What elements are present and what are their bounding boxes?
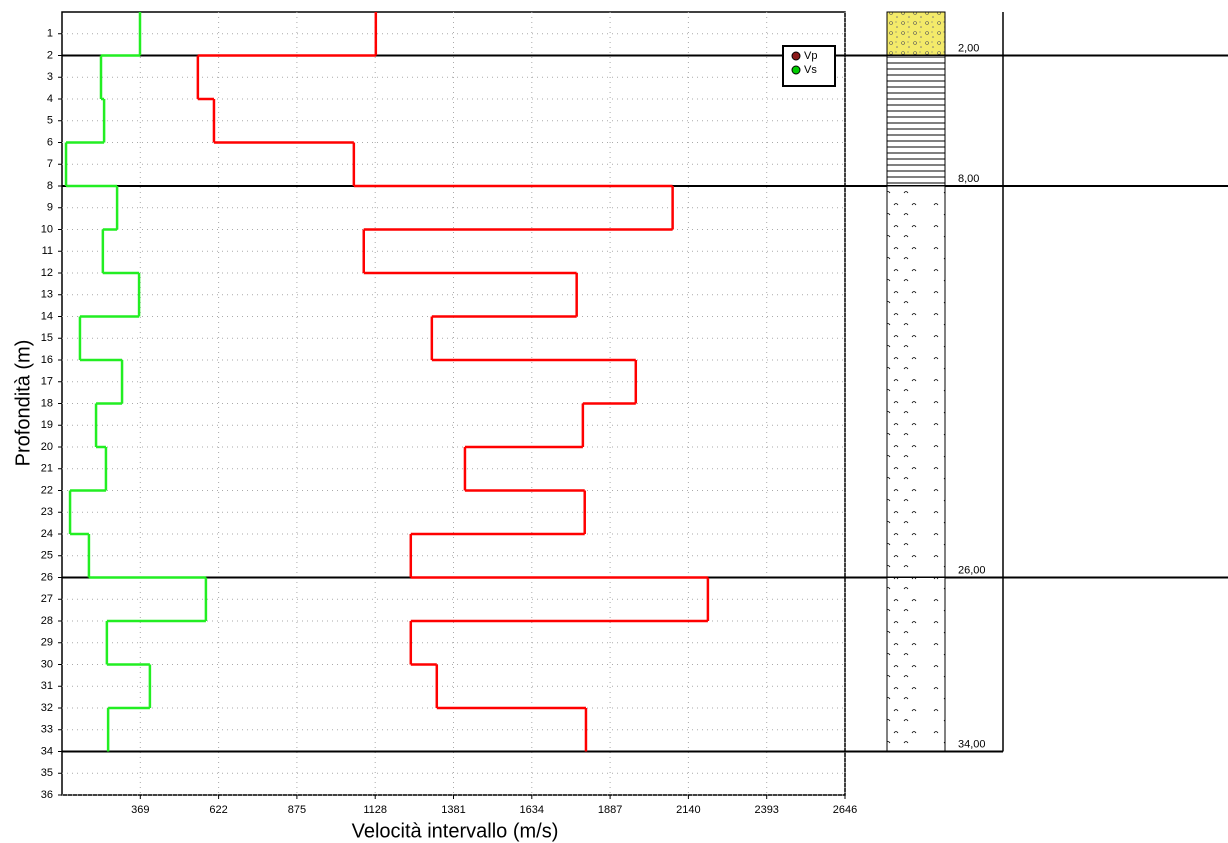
y-tick-label: 27 — [41, 593, 53, 605]
y-tick-label: 7 — [47, 158, 53, 170]
y-tick-label: 26 — [41, 571, 53, 583]
y-tick-label: 16 — [41, 354, 53, 366]
soil-layer — [887, 186, 945, 578]
legend-label: Vp — [804, 50, 817, 62]
y-tick-label: 8 — [47, 180, 53, 192]
chart: Velocità intervallo (m/s) Profondità (m)… — [0, 0, 1228, 843]
y-tick-label: 19 — [41, 419, 53, 431]
legend-label: Vs — [804, 64, 817, 76]
layer-depth-label: 34,00 — [958, 738, 986, 750]
x-tick-label: 875 — [288, 804, 306, 816]
y-tick-label: 17 — [41, 376, 53, 388]
y-tick-label: 14 — [41, 310, 53, 322]
y-tick-label: 23 — [41, 506, 53, 518]
x-axis-label: Velocità intervallo (m/s) — [352, 820, 559, 842]
x-tick-label: 622 — [209, 804, 227, 816]
legend-marker — [792, 52, 800, 60]
x-tick-label: 1887 — [598, 804, 622, 816]
y-tick-label: 20 — [41, 441, 53, 453]
x-tick-label: 2140 — [676, 804, 700, 816]
layer-depth-label: 2,00 — [958, 42, 979, 54]
y-tick-label: 5 — [47, 115, 53, 127]
y-tick-label: 25 — [41, 550, 53, 562]
y-tick-label: 22 — [41, 484, 53, 496]
x-tick-label: 2646 — [833, 804, 857, 816]
layer-depth-label: 26,00 — [958, 564, 986, 576]
y-tick-label: 18 — [41, 397, 53, 409]
y-axis-label: Profondità (m) — [12, 340, 34, 467]
y-tick-label: 32 — [41, 702, 53, 714]
y-tick-label: 10 — [41, 223, 53, 235]
x-tick-label: 1634 — [520, 804, 544, 816]
y-tick-label: 33 — [41, 724, 53, 736]
x-tick-label: 1381 — [441, 804, 465, 816]
y-tick-label: 31 — [41, 680, 53, 692]
y-tick-label: 2 — [47, 49, 53, 61]
legend-marker — [792, 66, 800, 74]
legend: Vp Vs — [783, 46, 835, 86]
y-tick-label: 9 — [47, 202, 53, 214]
soil-layer — [887, 12, 945, 56]
layer-depth-label: 8,00 — [958, 173, 979, 185]
y-tick-label: 28 — [41, 615, 53, 627]
grid — [62, 12, 845, 795]
y-tick-label: 29 — [41, 637, 53, 649]
y-tick-label: 15 — [41, 332, 53, 344]
y-tick-label: 13 — [41, 289, 53, 301]
x-tick-label: 1128 — [363, 804, 387, 816]
y-tick-label: 12 — [41, 267, 53, 279]
y-tick-label: 4 — [47, 93, 53, 105]
x-tick-label: 2393 — [754, 804, 778, 816]
y-tick-label: 1 — [47, 28, 53, 40]
y-tick-label: 24 — [41, 528, 53, 540]
y-tick-label: 11 — [42, 245, 53, 257]
y-tick-label: 3 — [47, 71, 53, 83]
soil-layer — [887, 578, 945, 752]
y-tick-label: 36 — [41, 789, 53, 801]
y-tick-label: 35 — [41, 767, 53, 779]
y-tick-label: 34 — [41, 745, 53, 757]
x-tick-label: 369 — [131, 804, 149, 816]
y-tick-label: 30 — [41, 658, 53, 670]
y-tick-label: 21 — [41, 463, 53, 475]
y-tick-label: 6 — [47, 136, 53, 148]
soil-layer — [887, 56, 945, 187]
